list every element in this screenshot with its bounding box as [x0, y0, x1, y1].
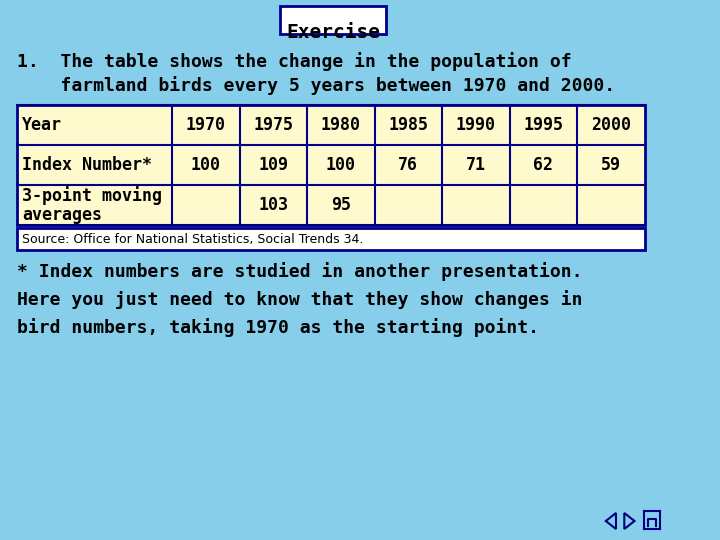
Text: 109: 109	[258, 156, 288, 174]
Text: Source: Office for National Statistics, Social Trends 34.: Source: Office for National Statistics, …	[22, 233, 364, 246]
Text: Exercise: Exercise	[286, 23, 380, 42]
Text: 103: 103	[258, 196, 288, 214]
Text: 1970: 1970	[186, 116, 226, 134]
Text: 95: 95	[330, 196, 351, 214]
Text: 76: 76	[398, 156, 418, 174]
FancyBboxPatch shape	[17, 228, 644, 250]
FancyBboxPatch shape	[17, 105, 644, 225]
Text: 1995: 1995	[523, 116, 563, 134]
Text: averages: averages	[22, 206, 102, 224]
Text: 1975: 1975	[253, 116, 293, 134]
Text: 1985: 1985	[388, 116, 428, 134]
FancyBboxPatch shape	[280, 6, 386, 34]
Text: 3-point moving: 3-point moving	[22, 186, 162, 206]
Polygon shape	[624, 513, 634, 529]
Text: 71: 71	[466, 156, 486, 174]
Text: Index Number*: Index Number*	[22, 156, 152, 174]
Text: 1990: 1990	[456, 116, 496, 134]
Text: 62: 62	[534, 156, 554, 174]
Text: Year: Year	[22, 116, 62, 134]
Text: 100: 100	[191, 156, 221, 174]
Text: * Index numbers are studied in another presentation.: * Index numbers are studied in another p…	[17, 262, 582, 281]
Text: 2000: 2000	[591, 116, 631, 134]
Polygon shape	[606, 513, 616, 529]
Text: 1.  The table shows the change in the population of: 1. The table shows the change in the pop…	[17, 52, 571, 71]
Text: bird numbers, taking 1970 as the starting point.: bird numbers, taking 1970 as the startin…	[17, 318, 539, 337]
Text: Here you just need to know that they show changes in: Here you just need to know that they sho…	[17, 290, 582, 309]
Text: 59: 59	[601, 156, 621, 174]
Text: 100: 100	[326, 156, 356, 174]
Text: 1980: 1980	[321, 116, 361, 134]
Text: farmland birds every 5 years between 1970 and 2000.: farmland birds every 5 years between 197…	[17, 76, 615, 95]
FancyBboxPatch shape	[644, 511, 660, 529]
